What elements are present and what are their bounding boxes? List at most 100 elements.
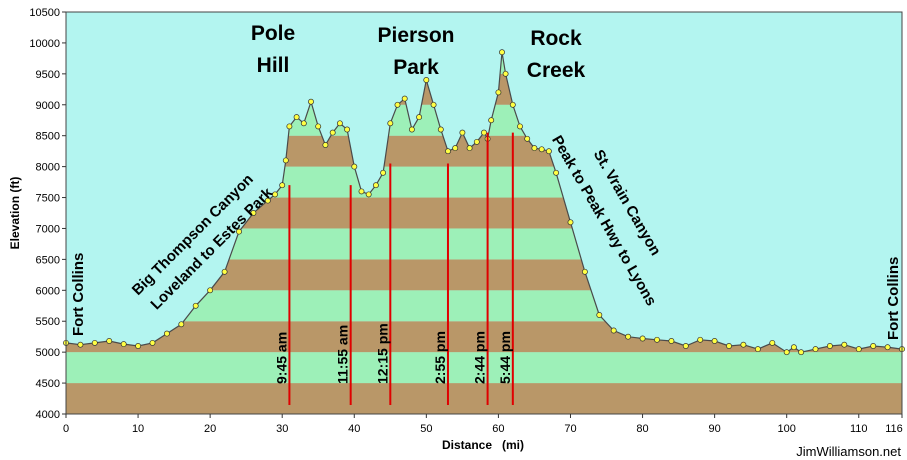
elevation-point [250,210,257,216]
elevation-point [517,123,523,130]
elevation-point [401,95,408,102]
elevation-point [884,344,891,351]
elevation-point [380,169,387,176]
start-label: Fort Collins [70,253,87,336]
elevation-point [711,338,718,344]
elevation-point [437,126,444,133]
elevation-point [459,129,466,136]
elevation-point [221,268,228,275]
elevation-point [344,126,351,133]
y-axis-ticks: 10500 10000 9500 9000 8500 8000 7500 7000 6500 60… [29,7,66,421]
elevation-point [91,339,98,346]
time-marker-label: 2:44 pm [472,331,488,384]
y-tick-label: 8000 [36,162,60,174]
elevation-point [315,123,322,130]
x-tick-label: 10 [132,423,144,435]
elevation-point [106,338,113,344]
x-tick-label: 50 [420,423,432,435]
elevation-point [754,346,761,353]
elevation-point [610,327,617,334]
elevation-point [293,114,300,121]
elevation-point [502,70,509,77]
time-markers: 9:45 am 11:55 am 12:15 pm 2:55 pm 2:44 pm 5:4… [273,132,514,405]
elevation-point [423,77,430,83]
elevation-point [509,101,516,108]
elevation-point [178,321,185,328]
y-tick-label: 5500 [36,316,60,328]
elevation-point [77,341,84,348]
elevation-point [430,101,437,108]
elevation-point [308,98,314,105]
elevation-point [372,182,379,189]
end-label: Fort Collins [885,257,902,340]
elevation-point [149,339,156,346]
y-tick-label: 6500 [36,254,60,266]
elevation-point [798,349,805,356]
elevation-point [812,346,819,353]
elevation-point [790,344,797,351]
elevation-point [135,343,142,349]
elevation-point [538,146,545,153]
elevation-point [639,335,646,342]
x-tick-label: 90 [708,423,720,435]
y-tick-label: 9500 [36,69,60,81]
x-tick-label: 30 [276,423,288,435]
elevation-point [581,268,588,275]
y-tick-label: 7000 [36,223,60,235]
elevation-point [286,123,293,130]
elevation-point [120,341,127,348]
y-tick-label: 10000 [29,38,60,50]
x-tick-label: 116 [885,423,903,435]
elevation-point [855,346,862,353]
x-tick-label: 40 [348,423,360,435]
elevation-point [783,349,790,356]
elevation-point [481,129,487,136]
elevation-point [336,120,343,127]
elevation-point [545,148,552,155]
elevation-point [495,89,502,96]
elevation-point [236,228,242,235]
elevation-point [668,338,675,344]
peak-label-rock-creek-line1: Rock [530,27,582,50]
elevation-point [524,135,531,142]
elevation-point [279,182,286,189]
x-axis-label: Distance (mi) [442,438,524,452]
elevation-point [473,138,480,145]
peak-label-rock-creek-line2: Creek [527,59,586,82]
elevation-point [358,188,365,195]
elevation-point [322,142,329,148]
elevation-band [66,383,902,414]
elevation-point [163,330,170,337]
elevation-point [870,343,877,349]
peak-label-pole-hill-line2: Hill [257,54,290,77]
elevation-point [682,343,689,349]
elevation-point [625,333,632,340]
elevation-point [499,49,505,56]
peak-label-pierson-park-line1: Pierson [377,24,454,47]
elevation-point [826,343,833,349]
elevation-point [394,101,401,108]
elevation-point [488,117,495,124]
x-tick-label: 110 [850,423,868,435]
time-marker-label: 12:15 pm [374,323,390,384]
elevation-point [272,191,278,198]
elevation-point [207,287,214,294]
elevation-point [416,114,423,121]
elevation-point [452,145,459,152]
elevation-band [66,352,902,384]
elevation-point [841,341,848,348]
elevation-point [192,302,199,309]
elevation-point [445,148,451,155]
elevation-point [531,145,538,152]
y-tick-label: 6000 [36,285,60,297]
x-tick-label: 70 [564,423,576,435]
peak-label-pole-hill-line1: Pole [251,22,295,45]
y-tick-label: 4500 [36,378,60,390]
x-axis-ticks: 0 10 20 30 40 50 60 70 80 90 100 110 116 [63,414,903,435]
elevation-points [63,49,905,356]
x-tick-label: 60 [492,423,504,435]
time-marker-label: 5:44 pm [497,331,513,384]
elevation-point [697,336,704,343]
elevation-point [408,126,415,133]
